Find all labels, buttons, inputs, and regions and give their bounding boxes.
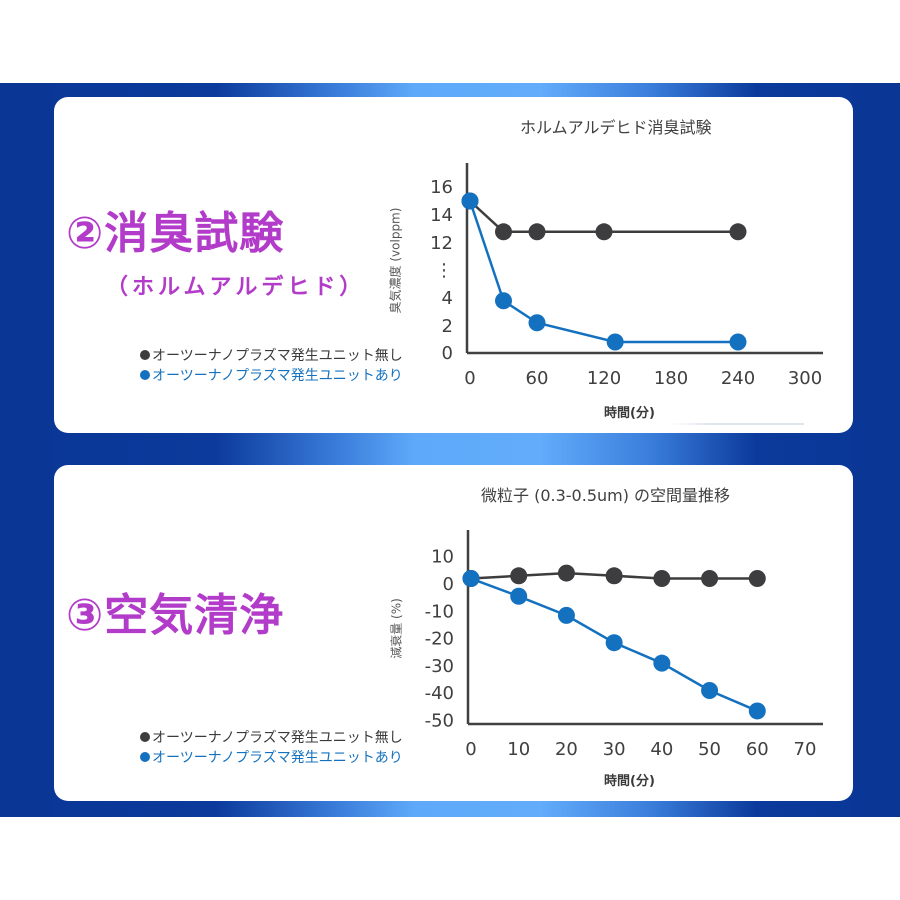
y-tick-label: 4 (442, 288, 453, 309)
chart2-x-axis-label: 時間(分) (604, 774, 655, 789)
x-tick-label: 0 (465, 739, 476, 760)
data-point-blue (606, 333, 624, 351)
gray-dot-icon (140, 350, 150, 360)
data-point-gray (748, 570, 766, 588)
data-point-gray (495, 223, 512, 241)
legend-label: オーツーナノプラズマ発生ユニットあり (152, 368, 403, 384)
data-point-blue (462, 570, 480, 588)
x-tick-label: 60 (526, 368, 549, 389)
chart2-title: 微粒子 (0.3-0.5um) の空間量推移 (481, 486, 731, 505)
data-point-blue (605, 634, 623, 652)
air-purification-legend: オーツーナノプラズマ発生ユニット無し オーツーナノプラズマ発生ユニットあり (140, 728, 403, 768)
data-point-blue (461, 192, 479, 210)
data-point-blue (748, 702, 766, 720)
y-tick-label: -40 (425, 683, 454, 704)
x-tick-label: 240 (721, 368, 755, 389)
x-tick-label: 20 (555, 739, 578, 760)
y-tick-label: -10 (425, 601, 454, 622)
y-tick-label: 16 (430, 177, 453, 198)
x-tick-label: 0 (464, 368, 475, 389)
x-tick-label: 300 (788, 368, 822, 389)
blue-dot-icon (140, 752, 150, 762)
legend-item-with-unit: オーツーナノプラズマ発生ユニットあり (140, 748, 403, 768)
deodorization-subheading: （ホルムアルデヒド） (106, 275, 366, 300)
data-point-blue (701, 681, 719, 699)
air-purification-card (54, 465, 853, 801)
y-tick-label: -20 (425, 629, 454, 650)
band-left-edge (0, 83, 54, 817)
data-point-blue (653, 654, 671, 672)
y-tick-label: 14 (430, 205, 453, 226)
x-tick-label: 10 (507, 739, 530, 760)
deodorization-card (54, 97, 853, 433)
data-point-blue (495, 292, 512, 310)
y-tick-label: -30 (425, 656, 454, 677)
chart1-title: ホルムアルデヒド消臭試験 (520, 118, 712, 137)
legend-item-with-unit: オーツーナノプラズマ発生ユニットあり (140, 366, 403, 386)
data-point-blue (528, 314, 546, 332)
deodorization-heading: ②消臭試験 (66, 208, 285, 259)
y-tick-label: 12 (430, 233, 453, 254)
x-tick-label: 70 (794, 739, 817, 760)
x-tick-label: 40 (650, 739, 673, 760)
x-tick-label: 120 (587, 368, 621, 389)
y-tick-label: ⋮ (435, 260, 453, 281)
data-point-blue (510, 587, 528, 605)
y-tick-label: 10 (431, 547, 454, 568)
data-point-gray (653, 570, 671, 588)
x-tick-label: 50 (698, 739, 721, 760)
band-right-edge (853, 83, 900, 817)
data-point-gray (595, 223, 613, 241)
blue-dot-icon (140, 370, 150, 380)
y-tick-label: 2 (442, 316, 453, 337)
legend-label: オーツーナノプラズマ発生ユニット無し (152, 730, 403, 746)
gray-dot-icon (140, 732, 150, 742)
data-point-gray (510, 567, 528, 585)
y-tick-label: 0 (442, 343, 453, 364)
data-point-gray (557, 564, 575, 582)
legend-item-without-unit: オーツーナノプラズマ発生ユニット無し (140, 346, 403, 366)
y-tick-label: -50 (425, 711, 454, 732)
x-tick-label: 60 (746, 739, 769, 760)
data-point-gray (701, 570, 719, 588)
y-tick-label: 0 (443, 574, 454, 595)
legend-label: オーツーナノプラズマ発生ユニット無し (152, 348, 403, 364)
x-tick-label: 180 (654, 368, 688, 389)
legend-label: オーツーナノプラズマ発生ユニットあり (152, 750, 403, 766)
data-point-blue (557, 606, 575, 624)
chart1-x-axis-label: 時間(分) (604, 406, 655, 421)
data-point-gray (605, 567, 623, 585)
air-purification-heading: ③空気清浄 (66, 590, 285, 641)
legend-item-without-unit: オーツーナノプラズマ発生ユニット無し (140, 728, 403, 748)
decorative-line (670, 423, 804, 425)
data-point-gray (528, 223, 546, 241)
data-point-gray (729, 223, 747, 241)
deodorization-legend: オーツーナノプラズマ発生ユニット無し オーツーナノプラズマ発生ユニットあり (140, 346, 403, 386)
data-point-blue (729, 333, 747, 351)
x-tick-label: 30 (603, 739, 626, 760)
